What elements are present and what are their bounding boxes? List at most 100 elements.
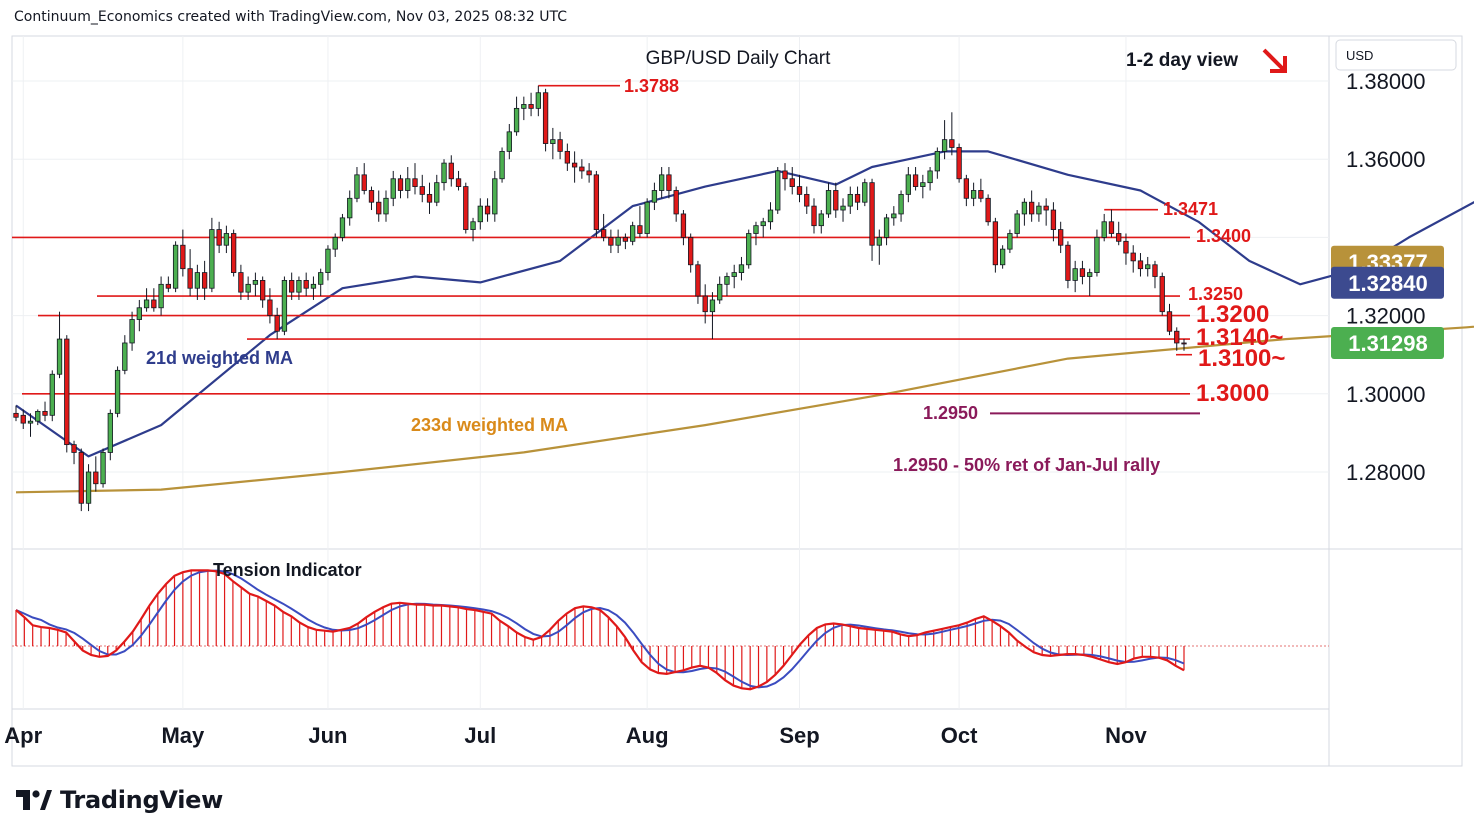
candle-up: [1014, 213, 1020, 234]
candle-down: [608, 236, 614, 246]
candle-up: [383, 197, 389, 215]
currency-box[interactable]: [1335, 39, 1457, 71]
candle-up: [1101, 221, 1107, 238]
candle-up: [615, 236, 621, 246]
candle-down: [230, 233, 237, 273]
candle-up: [1072, 268, 1078, 281]
candle-up: [659, 174, 665, 191]
axes: 1.38000 1.36000 1.32000 1.30000 1.28000 Apr Ma…: [4, 69, 1425, 748]
tradingview-logo[interactable]: TradingView: [16, 786, 223, 814]
candle-down: [397, 178, 404, 191]
fib-note: 1.2950 - 50% ret of Jan-Jul rally: [893, 455, 1160, 475]
price-badge-label: 1.31298: [1348, 331, 1428, 356]
candle-up: [629, 225, 636, 242]
candle-down: [637, 225, 643, 234]
candle-down: [448, 162, 454, 180]
x-tick-label: Sep: [779, 723, 819, 748]
price-badge: [1331, 327, 1444, 360]
candle-up: [847, 193, 853, 207]
candle-up: [883, 217, 890, 238]
candle-down: [1043, 205, 1049, 211]
candle-down: [811, 205, 817, 227]
candle-up: [731, 272, 737, 277]
candle-up: [339, 217, 346, 238]
candle-up: [709, 299, 716, 313]
candle-up: [738, 264, 745, 273]
candle-down: [1152, 264, 1158, 277]
ma233-label: 233d weighted MA: [411, 415, 568, 435]
candle-up: [840, 205, 846, 211]
candle-down: [586, 170, 592, 176]
candle-up: [107, 412, 113, 453]
candle-down: [702, 295, 708, 313]
candle-up: [434, 182, 440, 203]
candle-down: [274, 315, 280, 332]
candle-up: [891, 213, 897, 219]
tension-label: Tension Indicator: [213, 560, 362, 580]
candle-up: [920, 182, 926, 187]
candle-down: [949, 139, 955, 148]
candle-down: [782, 170, 788, 180]
candle-down: [13, 412, 19, 418]
tension-line: [15, 569, 1185, 691]
candle-down: [42, 410, 48, 416]
brand-name: TradingView: [60, 786, 223, 814]
y-tick-label: 1.30000: [1346, 382, 1426, 407]
candle-down: [528, 104, 534, 109]
candle-down: [216, 229, 222, 246]
candle-down: [542, 92, 549, 144]
candle-up: [753, 225, 759, 234]
candle-down: [267, 299, 273, 316]
level-label: 1.3788: [624, 76, 679, 96]
candle-up: [27, 420, 34, 424]
candle-up: [1036, 205, 1042, 215]
candle-up: [390, 178, 396, 199]
candle-up: [405, 178, 411, 191]
candle-up: [122, 342, 128, 371]
price-badge: [1331, 266, 1444, 299]
candle-down: [666, 174, 672, 191]
candle-up: [136, 307, 142, 320]
candle-up: [651, 190, 658, 203]
candle-up: [1094, 236, 1100, 273]
level-label: 1.3250: [1188, 284, 1243, 304]
x-tick-label: Nov: [1105, 723, 1147, 748]
candle-up: [1145, 264, 1151, 270]
candle-down: [673, 190, 679, 215]
candle-down: [1181, 342, 1187, 345]
candle-up: [970, 190, 977, 199]
candle-down: [593, 174, 600, 230]
candle-down: [789, 178, 795, 187]
level-label: 1.3000: [1196, 380, 1269, 407]
candle-down: [579, 166, 585, 172]
candle-up: [470, 221, 476, 230]
candle-down: [854, 193, 861, 203]
candle-down: [1058, 229, 1064, 246]
candle-up: [825, 190, 832, 215]
candle-down: [1159, 276, 1165, 313]
candle-down: [985, 197, 991, 223]
candle-up: [513, 107, 520, 133]
x-tick-label: Jul: [464, 723, 496, 748]
candle-down: [978, 190, 984, 199]
candle-up: [194, 272, 201, 289]
candle-down: [303, 280, 309, 289]
candle-up: [876, 236, 882, 246]
candle-down: [20, 414, 26, 424]
candle-down: [1116, 233, 1122, 242]
candle-up: [767, 209, 774, 223]
candle-up: [775, 170, 781, 211]
tradingview-logo-icon: [16, 790, 52, 810]
candle-up: [506, 131, 512, 152]
candles: [13, 85, 1187, 512]
candle-up: [1087, 272, 1093, 277]
candle-down: [484, 205, 491, 215]
candle-down: [1108, 221, 1115, 234]
candle-up: [499, 150, 505, 180]
candle-up: [550, 139, 556, 144]
down-arrow-icon: [1262, 48, 1287, 73]
level-label: 1.3200: [1196, 301, 1269, 328]
candle-down: [260, 280, 266, 301]
